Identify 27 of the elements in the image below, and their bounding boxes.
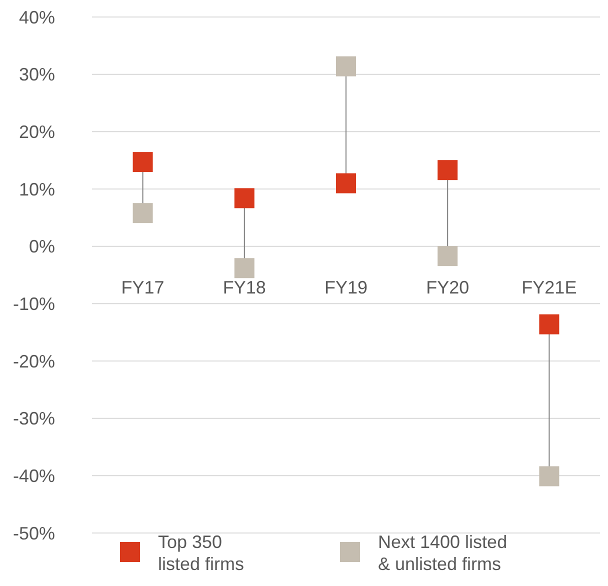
point bbox=[132, 152, 153, 172]
y-tick-label: 40% bbox=[18, 7, 55, 28]
y-tick-label: 0% bbox=[28, 236, 55, 257]
x-tick-label: FY20 bbox=[426, 277, 470, 298]
y-tick-label: 10% bbox=[18, 179, 55, 200]
point bbox=[438, 160, 458, 180]
point bbox=[336, 56, 356, 76]
legend-label: Next 1400 listed & unlisted firms bbox=[378, 532, 508, 574]
x-tick-label: FY17 bbox=[121, 277, 164, 298]
y-tick-label: -40% bbox=[12, 466, 55, 486]
x-tick-label: FY21E bbox=[522, 277, 577, 298]
point bbox=[234, 258, 254, 278]
y-tick-label: 20% bbox=[18, 122, 55, 142]
point bbox=[336, 173, 356, 194]
point bbox=[234, 188, 254, 208]
y-tick-label: -50% bbox=[12, 523, 55, 544]
y-tick-label: -10% bbox=[12, 294, 55, 314]
point bbox=[539, 314, 560, 334]
x-tick-label: FY18 bbox=[222, 277, 266, 298]
point bbox=[132, 203, 153, 224]
y-tick-label: -30% bbox=[12, 408, 55, 429]
y-tick-label: -20% bbox=[12, 351, 55, 372]
point bbox=[438, 246, 458, 266]
point bbox=[539, 466, 560, 486]
legend-label: Top 350 listed firms bbox=[158, 532, 244, 574]
x-tick-label: FY19 bbox=[324, 277, 368, 298]
y-tick-label: 30% bbox=[18, 64, 55, 85]
